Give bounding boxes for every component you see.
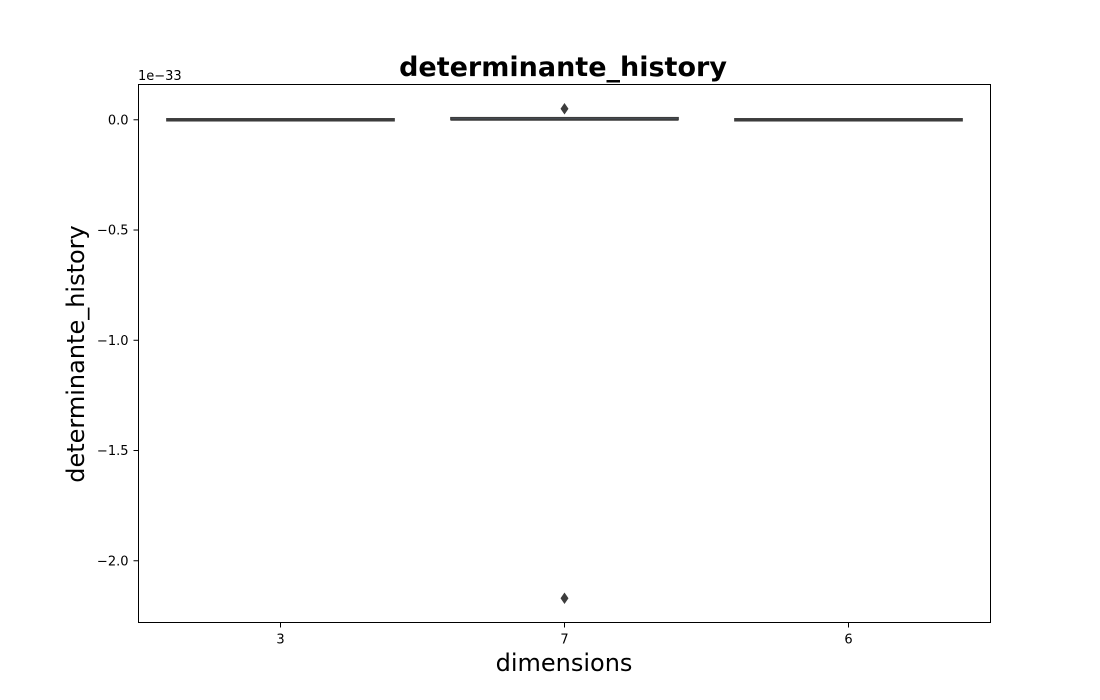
x-tick-label: 7: [560, 633, 568, 648]
x-tick-label: 6: [844, 633, 852, 648]
y-tick-label: −0.5: [97, 224, 129, 239]
y-axis-label: determinante_history: [62, 225, 90, 483]
y-tick-label: −1.5: [97, 444, 129, 459]
plot-area: [166, 103, 963, 604]
plot-frame: [138, 84, 991, 623]
y-axis-offset-label: 1e−33: [138, 69, 182, 84]
y-tick-label: −2.0: [97, 554, 129, 569]
chart-title: determinante_history: [399, 52, 727, 83]
x-axis-label: dimensions: [496, 649, 633, 677]
box-7: [450, 103, 679, 604]
x-axis: 3 7 6: [276, 622, 853, 648]
y-tick-label: −1.0: [97, 334, 129, 349]
outlier-point: [560, 592, 569, 604]
outlier-point: [560, 103, 569, 115]
box-6: [734, 118, 963, 122]
x-tick-label: 3: [276, 633, 284, 648]
y-axis: 0.0 −0.5 −1.0 −1.5 −2.0: [97, 113, 139, 569]
y-tick-label: 0.0: [108, 113, 129, 128]
box-3: [166, 118, 395, 122]
